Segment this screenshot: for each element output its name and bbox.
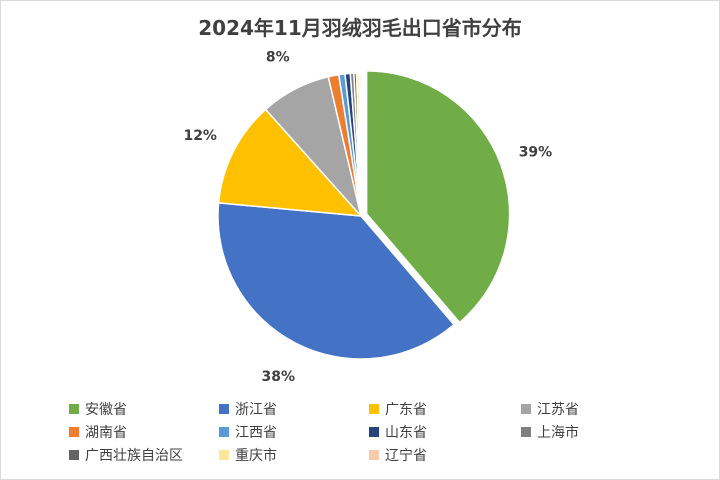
data-label-4: 8% [266,49,290,65]
legend-item-1: 安徽省 [69,399,127,419]
legend-item-2: 浙江省 [219,399,277,419]
legend-label: 广西壮族自治区 [85,448,183,464]
legend-swatch [69,450,79,460]
legend-label: 上海市 [537,425,579,441]
legend-label: 湖南省 [85,425,127,441]
legend-label: 安徽省 [85,402,127,418]
legend-item-11: 辽宁省 [369,445,427,465]
legend-item-10: 重庆市 [219,445,277,465]
legend-item-4: 江苏省 [521,399,579,419]
legend-label: 浙江省 [235,402,277,418]
legend-swatch [219,404,229,414]
legend-item-5: 湖南省 [69,422,127,442]
legend-label: 重庆市 [235,448,277,464]
legend-item-8: 上海市 [521,422,579,442]
legend-swatch [521,404,531,414]
pie-slice-1 [365,70,511,324]
legend-item-9: 广西壮族自治区 [69,445,183,465]
legend-swatch [219,450,229,460]
legend-item-6: 江西省 [219,422,277,442]
data-label-1: 39% [519,145,553,161]
legend-swatch [69,404,79,414]
pie-slice-3 [217,108,363,217]
data-label-2: 38% [262,369,296,385]
legend-label: 江西省 [235,425,277,441]
legend-swatch [69,427,79,437]
legend-label: 山东省 [385,425,427,441]
legend-swatch [521,427,531,437]
legend-item-3: 广东省 [369,399,427,419]
data-label-3: 12% [183,128,217,144]
legend-swatch [369,450,379,460]
legend-label: 江苏省 [537,402,579,418]
pie-slice-11 [358,72,362,217]
legend-swatch [369,404,379,414]
legend-swatch [219,427,229,437]
pie-slice-2 [217,202,456,360]
legend-label: 广东省 [385,402,427,418]
chart-title: 2024年11月羽绒羽毛出口省市分布 [198,16,522,40]
legend-item-7: 山东省 [369,422,427,442]
legend-label: 辽宁省 [385,448,427,464]
legend-swatch [369,427,379,437]
